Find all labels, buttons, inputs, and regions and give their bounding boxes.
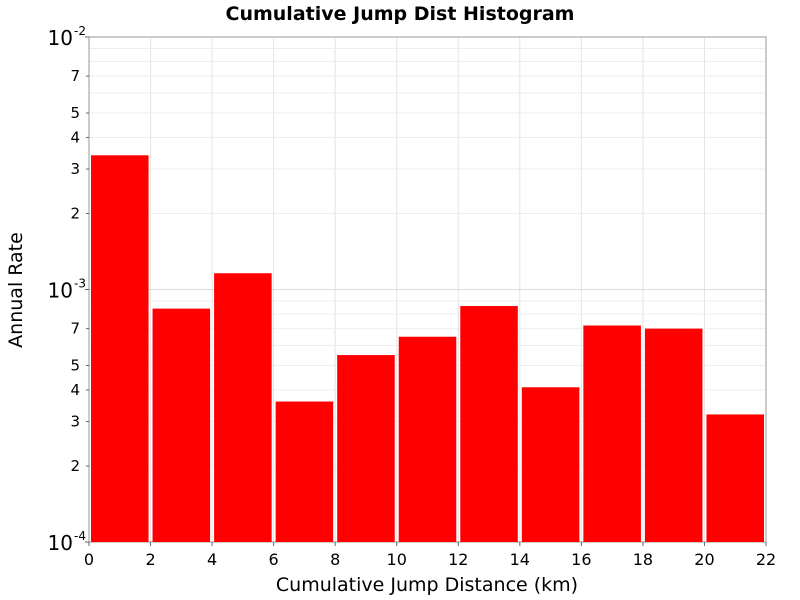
y-tick-label-minor-2: 4 <box>70 381 80 399</box>
y-tick-label-decade-0: 10 <box>48 531 73 555</box>
y-axis-label: Annual Rate <box>5 232 27 348</box>
y-tick-label-minor-0: 2 <box>70 457 80 475</box>
x-tick-label-9: 18 <box>633 550 653 569</box>
bars-group <box>91 155 764 542</box>
chart-title: Cumulative Jump Dist Histogram <box>226 3 575 25</box>
x-tick-label-6: 12 <box>448 550 468 569</box>
y-tick-label-exponent-2: -2 <box>74 24 86 38</box>
bar-6 <box>460 306 518 542</box>
bar-2 <box>214 273 272 542</box>
y-tick-label-exponent-1: -3 <box>74 277 86 291</box>
x-axis-label: Cumulative Jump Distance (km) <box>276 574 578 596</box>
bar-9 <box>644 328 703 542</box>
x-tick-label-7: 14 <box>510 550 530 569</box>
y-tick-label-minor-6: 3 <box>70 160 80 178</box>
x-tick-label-5: 10 <box>387 550 407 569</box>
y-tick-label-minor-9: 7 <box>70 67 80 85</box>
x-tick-label-8: 16 <box>571 550 591 569</box>
y-tick-label-exponent-0: -4 <box>74 529 86 543</box>
bar-5 <box>398 336 457 542</box>
x-tick-label-3: 6 <box>269 550 279 569</box>
y-tick-label-minor-8: 5 <box>70 104 80 122</box>
bar-4 <box>337 355 395 542</box>
x-tick-label-10: 20 <box>694 550 714 569</box>
y-tick-label-minor-1: 3 <box>70 413 80 431</box>
bar-3 <box>275 401 334 542</box>
y-tick-label-minor-3: 5 <box>70 357 80 375</box>
x-tick-label-4: 8 <box>330 550 340 569</box>
y-tick-label-decade-2: 10 <box>48 26 73 50</box>
bar-7 <box>521 387 580 542</box>
y-tick-label-minor-5: 2 <box>70 204 80 222</box>
x-tick-label-0: 0 <box>84 550 94 569</box>
x-tick-label-1: 2 <box>145 550 155 569</box>
x-tick-label-2: 4 <box>207 550 217 569</box>
bar-8 <box>583 325 641 542</box>
y-tick-label-minor-4: 7 <box>70 320 80 338</box>
bar-0 <box>91 155 149 542</box>
x-axis-ticks: 0 2 4 6 8 10 12 14 16 18 20 22 <box>84 542 776 569</box>
bar-10 <box>706 414 764 542</box>
bar-1 <box>152 308 211 542</box>
x-tick-label-11: 22 <box>756 550 776 569</box>
y-tick-label-minor-7: 4 <box>70 128 80 146</box>
y-tick-label-decade-1: 10 <box>48 279 73 303</box>
